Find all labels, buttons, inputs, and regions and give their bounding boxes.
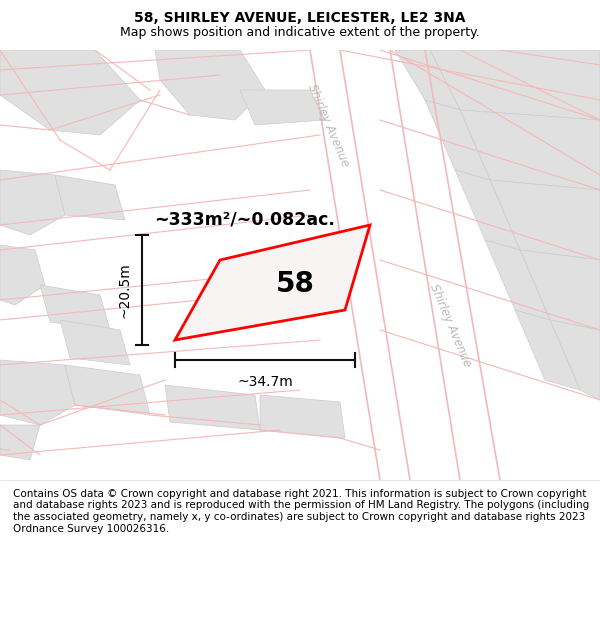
Polygon shape xyxy=(485,240,550,320)
Text: Map shows position and indicative extent of the property.: Map shows position and indicative extent… xyxy=(120,26,480,39)
Polygon shape xyxy=(0,425,40,460)
Text: 58: 58 xyxy=(276,270,315,298)
Polygon shape xyxy=(460,110,600,190)
Polygon shape xyxy=(260,395,345,438)
Polygon shape xyxy=(0,360,75,425)
Polygon shape xyxy=(65,365,150,415)
Text: ~34.7m: ~34.7m xyxy=(237,375,293,389)
Polygon shape xyxy=(0,245,45,305)
Polygon shape xyxy=(430,50,600,120)
Polygon shape xyxy=(425,100,490,180)
Text: Shirley Avenue: Shirley Avenue xyxy=(305,81,352,169)
Text: Contains OS data © Crown copyright and database right 2021. This information is : Contains OS data © Crown copyright and d… xyxy=(13,489,589,534)
Polygon shape xyxy=(395,50,460,110)
Polygon shape xyxy=(240,90,325,125)
Polygon shape xyxy=(40,285,110,330)
Polygon shape xyxy=(490,180,600,260)
Polygon shape xyxy=(515,310,580,390)
Polygon shape xyxy=(155,50,265,120)
Text: ~20.5m: ~20.5m xyxy=(118,262,132,318)
Polygon shape xyxy=(165,385,260,430)
Polygon shape xyxy=(520,250,600,330)
Polygon shape xyxy=(550,320,600,400)
Polygon shape xyxy=(0,170,65,235)
Polygon shape xyxy=(55,175,125,220)
Text: 58, SHIRLEY AVENUE, LEICESTER, LE2 3NA: 58, SHIRLEY AVENUE, LEICESTER, LE2 3NA xyxy=(134,11,466,25)
Text: ~333m²/~0.082ac.: ~333m²/~0.082ac. xyxy=(155,211,335,229)
Polygon shape xyxy=(0,50,140,135)
Polygon shape xyxy=(455,170,520,250)
Polygon shape xyxy=(175,225,370,340)
Text: Shirley Avenue: Shirley Avenue xyxy=(427,281,473,369)
Polygon shape xyxy=(60,320,130,365)
